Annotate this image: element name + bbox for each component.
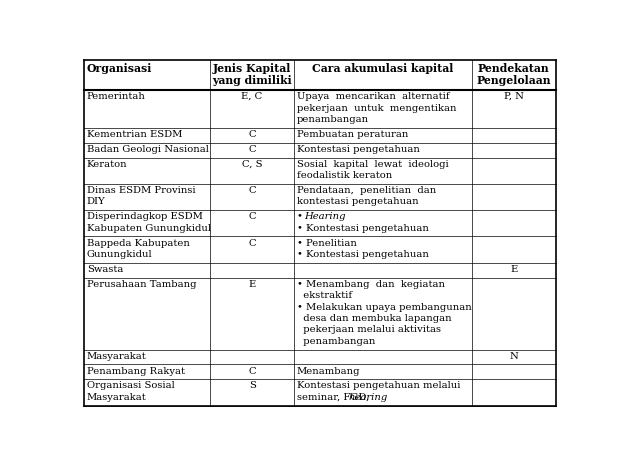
Text: • Penelitian: • Penelitian <box>297 239 357 247</box>
Text: C: C <box>248 186 256 195</box>
Text: P, N: P, N <box>504 92 524 101</box>
Text: Masyarakat: Masyarakat <box>87 393 147 402</box>
Text: Pendataan,  penelitian  dan: Pendataan, penelitian dan <box>297 186 436 195</box>
Text: Pemerintah: Pemerintah <box>87 92 145 101</box>
Text: Kementrian ESDM: Kementrian ESDM <box>87 130 182 139</box>
Text: Sosial  kapital  lewat  ideologi: Sosial kapital lewat ideologi <box>297 160 449 168</box>
Text: Menambang: Menambang <box>297 367 360 375</box>
Text: Kontestasi pengetahuan: Kontestasi pengetahuan <box>297 145 419 154</box>
Text: Dinas ESDM Provinsi: Dinas ESDM Provinsi <box>87 186 195 195</box>
Text: Pengelolaan: Pengelolaan <box>477 75 551 86</box>
Text: • Kontestasi pengetahuan: • Kontestasi pengetahuan <box>297 250 429 259</box>
Text: feodalistik keraton: feodalistik keraton <box>297 171 392 180</box>
Text: Penambang Rakyat: Penambang Rakyat <box>87 367 185 375</box>
Text: DIY: DIY <box>87 197 105 207</box>
Text: C: C <box>248 145 256 154</box>
Text: C, S: C, S <box>242 160 262 168</box>
Text: Badan Geologi Nasional: Badan Geologi Nasional <box>87 145 208 154</box>
Text: penambangan: penambangan <box>297 337 375 346</box>
Text: Bappeda Kabupaten: Bappeda Kabupaten <box>87 239 190 247</box>
Text: E: E <box>510 265 517 274</box>
Text: N: N <box>509 352 518 361</box>
Text: Kontestasi pengetahuan melalui: Kontestasi pengetahuan melalui <box>297 381 461 391</box>
Text: Cara akumulasi kapital: Cara akumulasi kapital <box>312 63 454 74</box>
Text: Organisasi Sosial: Organisasi Sosial <box>87 381 175 391</box>
Text: C: C <box>248 212 256 221</box>
Text: Pendekatan: Pendekatan <box>478 63 550 74</box>
Text: Kabupaten Gunungkidul: Kabupaten Gunungkidul <box>87 224 211 233</box>
Text: ekstraktif: ekstraktif <box>297 291 352 300</box>
Text: kontestasi pengetahuan: kontestasi pengetahuan <box>297 197 418 207</box>
Text: C: C <box>248 130 256 139</box>
Text: • Menambang  dan  kegiatan: • Menambang dan kegiatan <box>297 280 445 289</box>
Text: Pembuatan peraturan: Pembuatan peraturan <box>297 130 408 139</box>
Text: C: C <box>248 367 256 375</box>
Text: • Kontestasi pengetahuan: • Kontestasi pengetahuan <box>297 224 429 233</box>
Text: penambangan: penambangan <box>297 115 369 124</box>
Text: yang dimiliki: yang dimiliki <box>212 75 292 86</box>
Text: desa dan membuka lapangan: desa dan membuka lapangan <box>297 314 451 323</box>
Text: Gunungkidul: Gunungkidul <box>87 250 152 259</box>
Text: Hearing: Hearing <box>304 212 346 221</box>
Text: hearing: hearing <box>349 393 388 402</box>
Text: Masyarakat: Masyarakat <box>87 352 147 361</box>
Text: pekerjaan  untuk  mengentikan: pekerjaan untuk mengentikan <box>297 104 456 112</box>
Text: • Melakukan upaya pembangunan: • Melakukan upaya pembangunan <box>297 302 472 312</box>
Text: E, C: E, C <box>241 92 263 101</box>
Text: Disperindagkop ESDM: Disperindagkop ESDM <box>87 212 203 221</box>
Text: Swasta: Swasta <box>87 265 123 274</box>
Text: Perusahaan Tambang: Perusahaan Tambang <box>87 280 196 289</box>
Text: Keraton: Keraton <box>87 160 127 168</box>
Text: E: E <box>248 280 256 289</box>
Text: C: C <box>248 239 256 247</box>
Text: •: • <box>297 212 306 221</box>
Text: Organisasi: Organisasi <box>87 63 152 74</box>
Text: S: S <box>248 381 255 391</box>
Text: Upaya  mencarikan  alternatif: Upaya mencarikan alternatif <box>297 92 449 101</box>
Text: seminar, FGD,: seminar, FGD, <box>297 393 372 402</box>
Text: pekerjaan melalui aktivitas: pekerjaan melalui aktivitas <box>297 325 441 334</box>
Text: Jenis Kapital: Jenis Kapital <box>213 63 291 74</box>
